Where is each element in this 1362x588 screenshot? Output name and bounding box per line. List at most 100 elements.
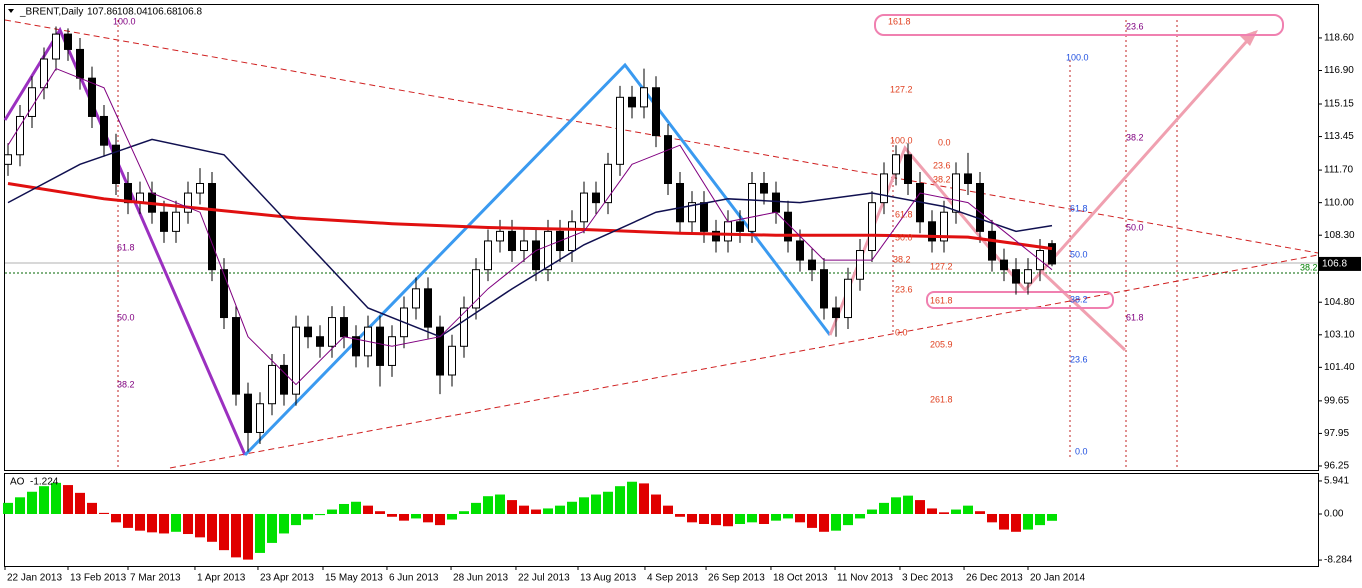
candle-body: [1012, 269, 1020, 284]
y-tick-label: 103.10: [1324, 329, 1355, 340]
ao-bar: [1047, 513, 1057, 521]
fib-label: 61.8: [1126, 312, 1144, 322]
candle-body: [76, 48, 84, 79]
ao-bar: [255, 513, 265, 553]
y-tick-label: 96.25: [1324, 461, 1349, 472]
open-value: 107.86: [87, 7, 118, 18]
candle-body: [16, 115, 24, 156]
candle-body: [808, 259, 816, 271]
ao-bar: [1035, 513, 1045, 526]
ao-bar: [615, 486, 625, 514]
ao-bar: [963, 505, 973, 514]
ao-bar: [987, 513, 997, 523]
zigzag: [828, 31, 1257, 336]
candle-body: [208, 182, 216, 271]
candle-body: [892, 154, 900, 175]
ao-bar: [3, 502, 13, 514]
candle-body: [496, 230, 504, 242]
drawings: [3, 14, 1319, 470]
fib-label: 261.8: [930, 394, 953, 404]
candle-body: [256, 403, 264, 433]
fib-box: [926, 291, 1114, 309]
fib-label: 161.8: [930, 295, 953, 305]
candle-body: [592, 192, 600, 204]
ao-bar: [195, 513, 205, 538]
ao-bar: [795, 513, 805, 523]
ao-bar: [675, 513, 685, 517]
fib-label: 23.6: [933, 160, 951, 170]
ao-bar: [519, 505, 529, 514]
candle-body: [352, 336, 360, 357]
ao-bar: [507, 500, 517, 514]
y-tick-label: 111.70: [1324, 165, 1354, 176]
candle-body: [388, 336, 396, 366]
candle-body: [460, 307, 468, 347]
ao-bar: [759, 513, 769, 525]
ao-bar: [567, 501, 577, 514]
fib-label: 127.2: [930, 261, 953, 271]
moving-average: [7, 67, 1053, 386]
candle-body: [4, 154, 12, 165]
candle-body: [880, 173, 888, 204]
fib-label: 161.8: [888, 16, 911, 26]
candle-body: [64, 33, 72, 50]
candle-body: [112, 144, 120, 184]
ao-bar: [279, 513, 289, 534]
candle-body: [952, 173, 960, 213]
candle-body: [772, 192, 780, 213]
candle-body: [100, 115, 108, 146]
ao-bar: [771, 513, 781, 521]
candle-body: [1024, 269, 1032, 284]
candle-body: [664, 135, 672, 184]
moving-average: [7, 182, 1053, 251]
fib-box: [874, 14, 1284, 36]
ao-bar: [243, 513, 253, 560]
candle-body: [940, 211, 948, 242]
candle-body: [652, 87, 660, 137]
ao-bar: [603, 491, 613, 514]
ao-bar: [411, 513, 421, 519]
ao-bar: [867, 509, 877, 514]
ao-bar: [387, 513, 397, 517]
ao-bar: [843, 513, 853, 526]
candle-body: [676, 182, 684, 223]
candle-body: [904, 154, 912, 184]
candle-body: [616, 96, 624, 165]
x-tick-label: 18 Oct 2013: [773, 573, 828, 584]
zigzag: [3, 26, 247, 456]
ao-bar: [807, 513, 817, 528]
candle-body: [724, 221, 732, 242]
x-tick-label: 13 Aug 2013: [580, 573, 637, 584]
x-tick-label: 4 Sep 2013: [647, 573, 699, 584]
fib-label: 100.0: [113, 16, 136, 26]
fib-label: 38.2: [117, 379, 135, 389]
ao-bar: [351, 501, 361, 514]
ao-bar: [315, 513, 325, 516]
x-tick-label: 7 Mar 2013: [130, 573, 181, 584]
x-tick-label: 1 Apr 2013: [197, 573, 246, 584]
candle-body: [220, 269, 228, 319]
candle-body: [160, 211, 168, 232]
candle-body: [244, 393, 252, 433]
fib-label: 0.0: [895, 327, 908, 337]
ao-bar: [723, 513, 733, 527]
fib-label: 61.8: [1070, 203, 1088, 213]
ao-bar: [735, 513, 745, 525]
x-tick-label: 11 Nov 2013: [837, 573, 893, 584]
candle-body: [844, 278, 852, 319]
ao-bar: [87, 502, 97, 514]
ao-bar: [39, 486, 49, 514]
candle-body: [928, 221, 936, 242]
x-tick-label: 22 Jul 2013: [518, 573, 570, 584]
ao-bar: [531, 509, 541, 514]
candle-body: [232, 317, 240, 395]
ao-bar: [495, 494, 505, 514]
fib-label: 100.0: [890, 135, 913, 145]
ao-bar: [171, 513, 181, 532]
ao-bar: [879, 502, 889, 514]
ao-bar: [639, 483, 649, 514]
ao-bar: [399, 513, 409, 521]
x-tick-label: 22 Jan 2013: [7, 573, 62, 584]
candle-body: [760, 182, 768, 194]
